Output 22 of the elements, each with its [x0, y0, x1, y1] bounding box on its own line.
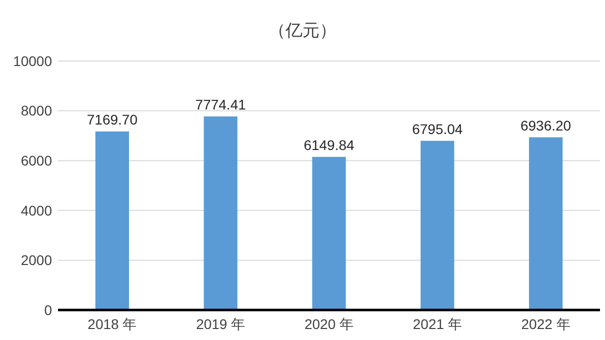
y-tick-label: 4000 — [20, 202, 52, 218]
x-tick-label: 2021 年 — [412, 316, 462, 332]
data-label: 6936.20 — [520, 117, 572, 134]
bar — [529, 137, 563, 310]
bar — [95, 131, 129, 310]
x-tick-label: 2020 年 — [304, 316, 354, 332]
y-tick-label: 2000 — [20, 252, 52, 268]
data-label: 6149.84 — [304, 136, 355, 153]
bar — [312, 156, 346, 310]
y-tick-label: 0 — [44, 302, 52, 318]
y-tick-label: 6000 — [20, 152, 52, 168]
bar — [204, 116, 238, 310]
y-tick-label: 8000 — [20, 102, 52, 119]
data-label: 7169.70 — [86, 111, 138, 128]
data-label: 7774.41 — [195, 96, 246, 112]
data-label: 6795.04 — [412, 120, 463, 137]
x-tick-label: 2018 年 — [88, 316, 137, 332]
x-tick-label: 2022 年 — [521, 316, 570, 332]
bar — [420, 140, 454, 310]
x-tick-label: 2019 年 — [196, 316, 246, 332]
y-tick-label: 10000 — [13, 52, 52, 69]
chart-title: （亿元） — [268, 21, 336, 40]
